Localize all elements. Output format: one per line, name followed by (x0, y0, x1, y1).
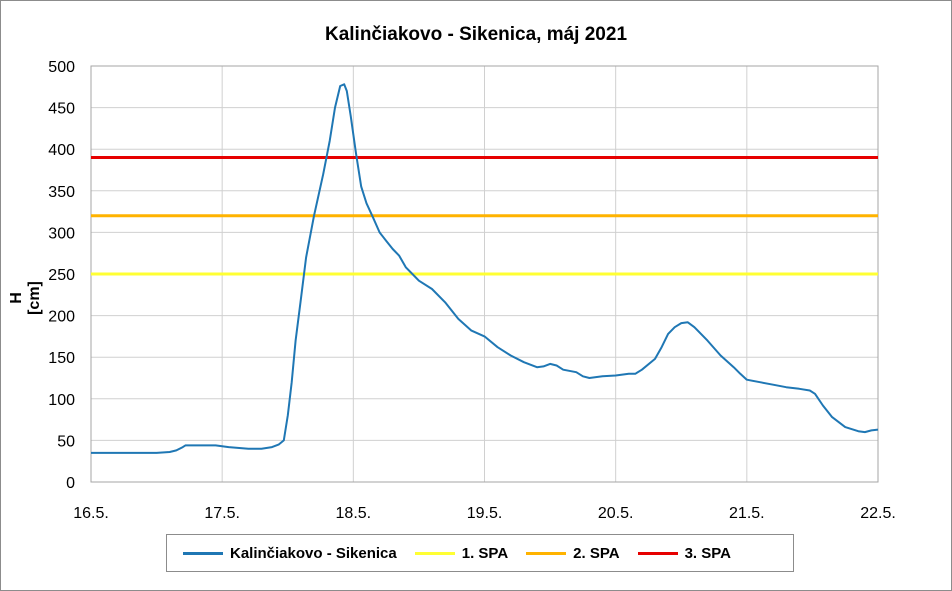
y-tick-label: 450 (48, 101, 75, 118)
legend-swatch-spa2 (526, 551, 567, 555)
y-tick-label: 100 (48, 392, 75, 409)
x-tick-label: 19.5. (467, 505, 503, 522)
y-tick-label: 50 (57, 433, 75, 450)
legend-swatch-spa3 (637, 551, 678, 555)
y-tick-label: 200 (48, 309, 75, 326)
legend-item-spa2: 2. SPA (526, 544, 620, 562)
legend-label-spa3: 3. SPA (684, 544, 731, 562)
y-tick-label: 500 (48, 59, 75, 76)
x-tick-label: 20.5. (598, 505, 634, 522)
legend-item-spa3: 3. SPA (637, 544, 731, 562)
chart-title: Kalinčiakovo - Sikenica, máj 2021 (324, 24, 628, 45)
x-tick-label: 17.5. (204, 505, 240, 522)
legend-item-series: Kalinčiakovo - Sikenica (183, 545, 397, 562)
x-tick-label: 22.5. (860, 505, 896, 522)
legend: Kalinčiakovo - Sikenica 1. SPA 2. SPA 3.… (166, 534, 794, 572)
x-tick-label: 18.5. (336, 505, 372, 522)
legend-label-series: Kalinčiakovo - Sikenica (230, 544, 397, 562)
y-tick-label: 150 (48, 350, 75, 367)
y-tick-label: 250 (48, 267, 75, 284)
legend-label-spa2: 2. SPA (573, 544, 620, 562)
legend-swatch-series (183, 551, 223, 555)
y-tick-label: 400 (48, 142, 75, 159)
y-tick-label: 0 (66, 475, 75, 492)
series-line-kalinciakovo (91, 83, 879, 454)
legend-item-spa1: 1. SPA (414, 544, 509, 562)
y-tick-label: 300 (48, 225, 75, 242)
y-tick-label: 350 (48, 184, 75, 201)
x-tick-label: 16.5. (73, 505, 109, 522)
legend-label-spa1: 1. SPA (461, 544, 509, 562)
legend-swatch-spa1 (414, 551, 455, 555)
x-tick-label: 21.5. (729, 505, 765, 522)
